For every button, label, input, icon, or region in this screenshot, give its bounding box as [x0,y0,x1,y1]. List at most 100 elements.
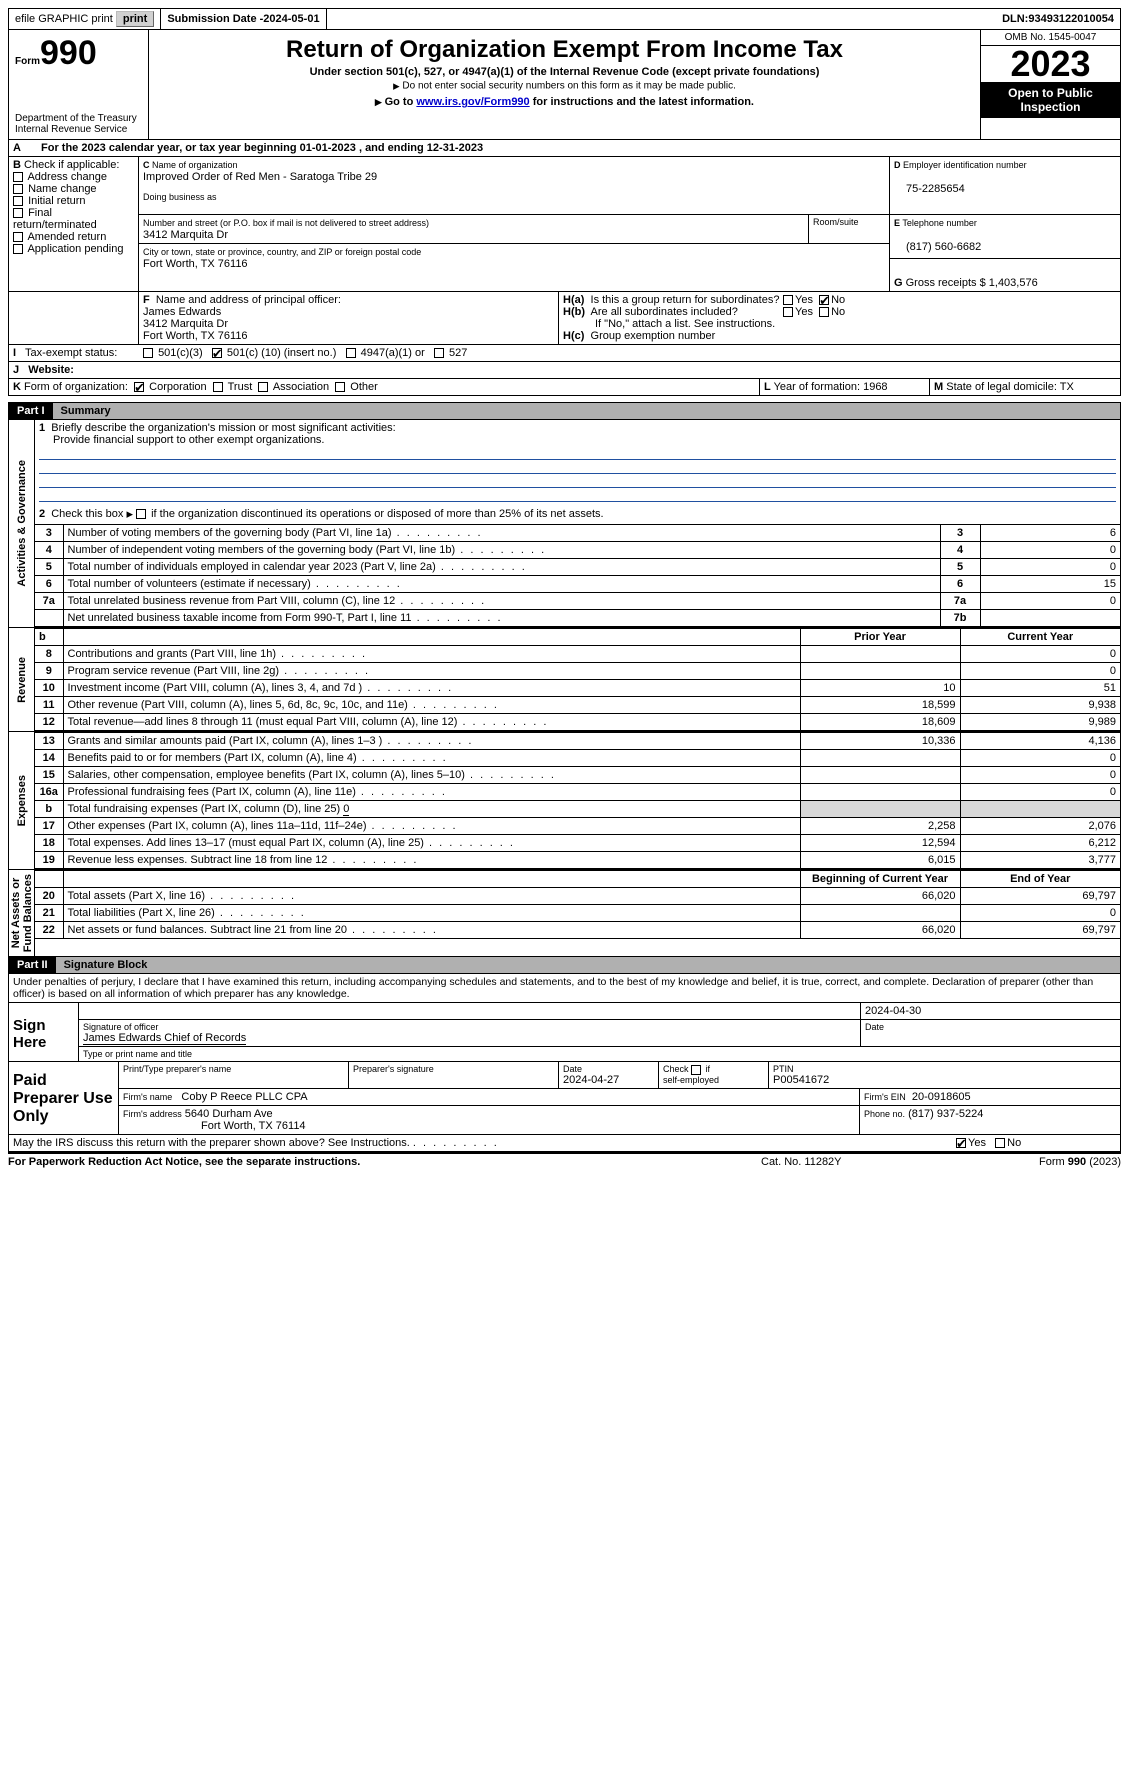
k-assoc-checkbox[interactable] [258,382,268,392]
efile-label: efile GRAPHIC print [15,13,113,25]
block-i: I Tax-exempt status: 501(c)(3) 501(c) (1… [8,345,1121,362]
b-item-5-label: Application pending [27,243,123,255]
header-left: Form990 Department of the Treasury Inter… [9,30,149,139]
netassets-table: Beginning of Current Year End of Year20 … [35,870,1120,939]
firm-name: Coby P Reece PLLC CPA [181,1091,307,1103]
b-item-5-checkbox[interactable] [13,244,23,254]
c-name-label: Name of organization [152,160,238,170]
table-row: b Total fundraising expenses (Part IX, c… [35,801,1120,818]
firm-phone-label: Phone no. [864,1109,905,1119]
hb-no-checkbox[interactable] [819,307,829,317]
table-row: 13 Grants and similar amounts paid (Part… [35,733,1120,750]
section-net-assets: Net Assets or Fund Balances Beginning of… [8,870,1121,957]
hb-yes-checkbox[interactable] [783,307,793,317]
ptin-label: PTIN [773,1064,794,1074]
section-h: H(a) Is this a group return for subordin… [559,292,1120,344]
discuss-yes: Yes [968,1137,986,1149]
k-trust-checkbox[interactable] [213,382,223,392]
form-title: Return of Organization Exempt From Incom… [157,36,972,64]
a-pre: For the 2023 calendar year, or tax year … [41,142,300,154]
firm-name-label: Firm's name [123,1092,172,1102]
i-501c-post: ) (insert no.) [277,347,336,359]
addr-label: Number and street (or P.O. box if mail i… [143,218,429,228]
part1-title: Summary [53,403,1120,419]
prep-date: 2024-04-27 [563,1074,619,1086]
b-item-0-checkbox[interactable] [13,172,23,182]
section-expenses: Expenses 13 Grants and similar amounts p… [8,732,1121,870]
i-label: Tax-exempt status: [25,347,117,359]
i-527-checkbox[interactable] [434,348,444,358]
q2-checkbox[interactable] [136,509,146,519]
self-emp-checkbox[interactable] [691,1065,701,1075]
firm-ein-label: Firm's EIN [864,1092,906,1102]
k-other-checkbox[interactable] [335,382,345,392]
f-left-spacer [9,292,139,344]
b-item-2-checkbox[interactable] [13,196,23,206]
sign-here-block: Sign Here 2024-04-30 Signature of office… [8,1003,1121,1062]
ein-value: 75-2285654 [906,183,965,195]
gov-row: Net unrelated business taxable income fr… [35,610,1120,627]
b-item-4-checkbox[interactable] [13,232,23,242]
org-addr: 3412 Marquita Dr [143,229,228,241]
i-501c-no: 10 [265,347,277,359]
efile-section: efile GRAPHIC print print [9,9,161,29]
m-label: State of legal domicile: [946,381,1060,393]
gov-row: 3 Number of voting members of the govern… [35,525,1120,542]
form-no: 990 [40,34,97,72]
table-header-row: b Prior Year Current Year [35,629,1120,646]
table-row: 18 Total expenses. Add lines 13–17 (must… [35,835,1120,852]
section-f: F Name and address of principal officer:… [139,292,559,344]
ha-yes: Yes [795,294,813,306]
b-item-0-label: Address change [27,171,107,183]
discuss-q: May the IRS discuss this return with the… [13,1137,410,1149]
k-corp-checkbox[interactable] [134,382,144,392]
sign-here-label: Sign Here [9,1003,79,1061]
hb-label: Are all subordinates included? [591,306,738,318]
governance-table: 3 Number of voting members of the govern… [35,524,1120,627]
q1-label: Briefly describe the organization's miss… [51,422,395,434]
prep-date-label: Date [563,1064,582,1074]
top-bar: efile GRAPHIC print print Submission Dat… [8,8,1121,30]
print-button[interactable]: print [116,11,154,27]
section-deg: D Employer identification number 75-2285… [890,157,1120,291]
table-row: 20 Total assets (Part X, line 16) 66,020… [35,888,1120,905]
i-4947-checkbox[interactable] [346,348,356,358]
hb-no: No [831,306,845,318]
ha-yes-checkbox[interactable] [783,295,793,305]
k-other: Other [350,381,378,393]
b-item-3-label: Final return/terminated [13,207,97,231]
officer-name: James Edwards [143,306,221,318]
dln-label: DLN: [1002,13,1028,25]
i-501c3-checkbox[interactable] [143,348,153,358]
prep-sig-label: Preparer's signature [349,1062,559,1088]
i-501c-pre: 501(c) ( [227,347,265,359]
table-row: 22 Net assets or fund balances. Subtract… [35,922,1120,939]
b-item-1-checkbox[interactable] [13,184,23,194]
ha-no-checkbox[interactable] [819,295,829,305]
firm-addr2: Fort Worth, TX 76114 [201,1120,306,1132]
discuss-yes-checkbox[interactable] [956,1138,966,1148]
header-right: OMB No. 1545-0047 2023 Open to Public In… [980,30,1120,139]
l-label: Year of formation: [774,381,863,393]
q1-value: Provide financial support to other exemp… [53,434,325,446]
i-501c-checkbox[interactable] [212,348,222,358]
a-mid: , and ending [359,142,427,154]
dept-treasury: Department of the Treasury [15,113,142,124]
i-4947: 4947(a)(1) or [361,347,425,359]
b-item-3-checkbox[interactable] [13,208,23,218]
form990-link[interactable]: www.irs.gov/Form990 [416,96,529,108]
footer-left: For Paperwork Reduction Act Notice, see … [8,1156,761,1168]
part2-title: Signature Block [56,957,1120,973]
perjury-text: Under penalties of perjury, I declare th… [8,974,1121,1003]
firm-addr1: 5640 Durham Ave [185,1108,273,1120]
form-prefix: Form [15,56,40,67]
page-footer: For Paperwork Reduction Act Notice, see … [8,1152,1121,1168]
discuss-no-checkbox[interactable] [995,1138,1005,1148]
block-fh: F Name and address of principal officer:… [8,292,1121,345]
officer-addr1: 3412 Marquita Dr [143,318,228,330]
dba-label: Doing business as [143,192,217,202]
firm-addr-label: Firm's address [123,1109,182,1119]
form-number: Form990 [15,34,142,73]
k-trust: Trust [228,381,253,393]
revenue-table: b Prior Year Current Year8 Contributions… [35,628,1120,731]
